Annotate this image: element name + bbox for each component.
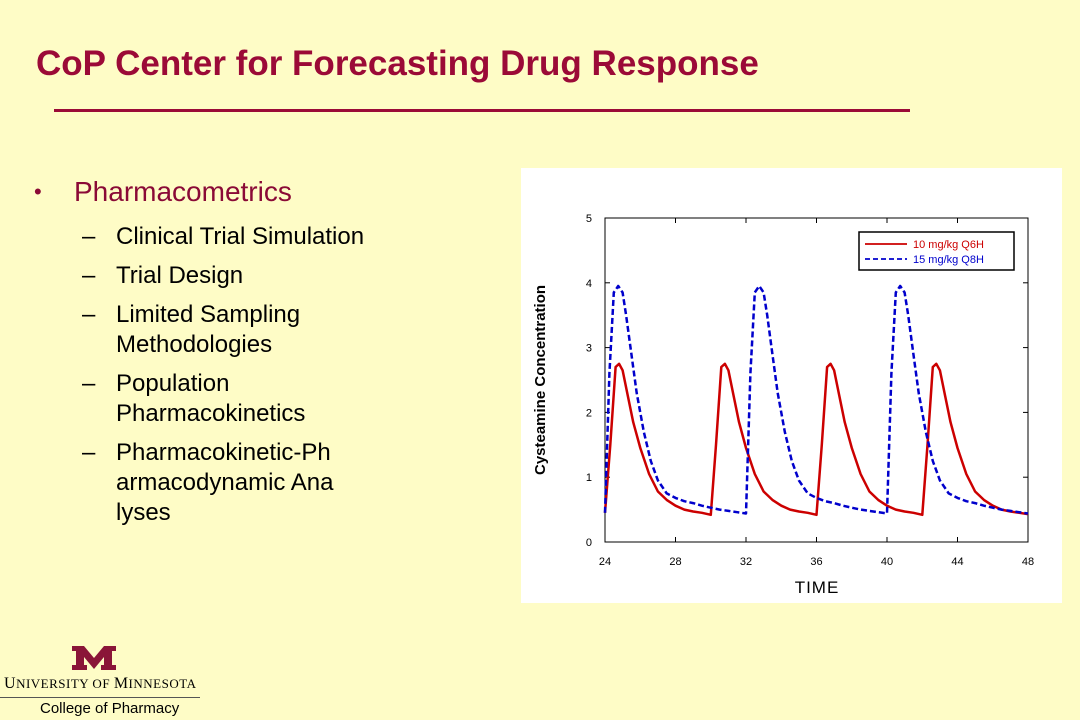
bullet-label: Pharmacometrics bbox=[74, 176, 292, 207]
sub-bullet-marker: – bbox=[82, 301, 96, 328]
sub-bullet-marker: – bbox=[82, 439, 96, 466]
wordmark-initial: U bbox=[4, 675, 17, 692]
x-tick-label: 36 bbox=[810, 556, 822, 568]
sub-bullet-marker: – bbox=[82, 262, 96, 289]
legend-box bbox=[858, 231, 1015, 271]
block-m-icon bbox=[72, 646, 116, 670]
concentration-time-chart: 24 28 32 36 40 44 48 0 1 2 3 4 5 10 mg/kg Q6H 15 mg/k… bbox=[532, 213, 1034, 597]
sub-bullet-trial-design: – Trial Design bbox=[34, 261, 474, 291]
slide-title: CoP Center for Forecasting Drug Response bbox=[36, 44, 759, 83]
y-tick-label: 0 bbox=[586, 537, 592, 549]
x-tick-label: 24 bbox=[599, 556, 611, 568]
x-tick-label: 48 bbox=[1022, 556, 1034, 568]
x-tick-label: 28 bbox=[669, 556, 681, 568]
y-tick-label: 5 bbox=[586, 213, 592, 225]
sub-bullet-label: Pharmacokinetic-Pharmacodynamic Analyses bbox=[116, 439, 334, 526]
bullet-list: • Pharmacometrics – Clinical Trial Simul… bbox=[34, 172, 474, 537]
sub-bullet-clinical-trial-simulation: – Clinical Trial Simulation bbox=[34, 222, 474, 252]
sub-bullet-pk-pd: – Pharmacokinetic-Pharmacodynamic Analys… bbox=[34, 438, 336, 528]
university-logo: UNIVERSITY OF MINNESOTA College of Pharm… bbox=[0, 640, 200, 720]
bullet-pharmacometrics: • Pharmacometrics bbox=[34, 172, 474, 212]
sub-bullet-limited-sampling: – Limited Sampling Methodologies bbox=[34, 300, 336, 360]
legend-label: 15 mg/kg Q8H bbox=[913, 254, 984, 266]
wordmark-part: INNESOTA bbox=[128, 676, 197, 691]
bullet-marker: • bbox=[34, 179, 42, 204]
sub-bullet-label: Limited Sampling Methodologies bbox=[116, 301, 301, 358]
chart-panel: 24 28 32 36 40 44 48 0 1 2 3 4 5 10 mg/kg Q6H 15 mg/k… bbox=[521, 168, 1062, 603]
y-tick-label: 4 bbox=[586, 278, 592, 290]
wordmark-part: NIVERSITY OF bbox=[16, 676, 114, 691]
sub-bullet-list: – Clinical Trial Simulation – Trial Desi… bbox=[34, 222, 474, 528]
y-tick-label: 3 bbox=[586, 343, 592, 355]
college-name: College of Pharmacy bbox=[40, 700, 180, 717]
legend-label: 10 mg/kg Q6H bbox=[913, 239, 984, 251]
x-tick-label: 44 bbox=[951, 556, 963, 568]
wordmark-initial: M bbox=[113, 675, 129, 692]
logo-divider bbox=[0, 697, 200, 698]
x-axis-label: TIME bbox=[795, 578, 840, 597]
title-underline bbox=[54, 109, 910, 112]
y-tick-label: 1 bbox=[586, 472, 592, 484]
sub-bullet-label: Population Pharmacokinetics bbox=[116, 370, 306, 427]
sub-bullet-marker: – bbox=[82, 370, 96, 397]
x-tick-label: 32 bbox=[740, 556, 752, 568]
sub-bullet-population-pk: – Population Pharmacokinetics bbox=[34, 369, 336, 429]
series-line-2 bbox=[603, 284, 1029, 515]
y-axis-label: Cysteamine Concentration bbox=[532, 285, 549, 475]
x-tick-label: 40 bbox=[881, 556, 893, 568]
series-line-1 bbox=[603, 362, 1029, 517]
sub-bullet-label: Trial Design bbox=[116, 262, 244, 289]
sub-bullet-label: Clinical Trial Simulation bbox=[116, 223, 365, 250]
university-wordmark: UNIVERSITY OF MINNESOTA bbox=[4, 675, 197, 693]
sub-bullet-marker: – bbox=[82, 223, 96, 250]
y-tick-label: 2 bbox=[586, 407, 592, 419]
